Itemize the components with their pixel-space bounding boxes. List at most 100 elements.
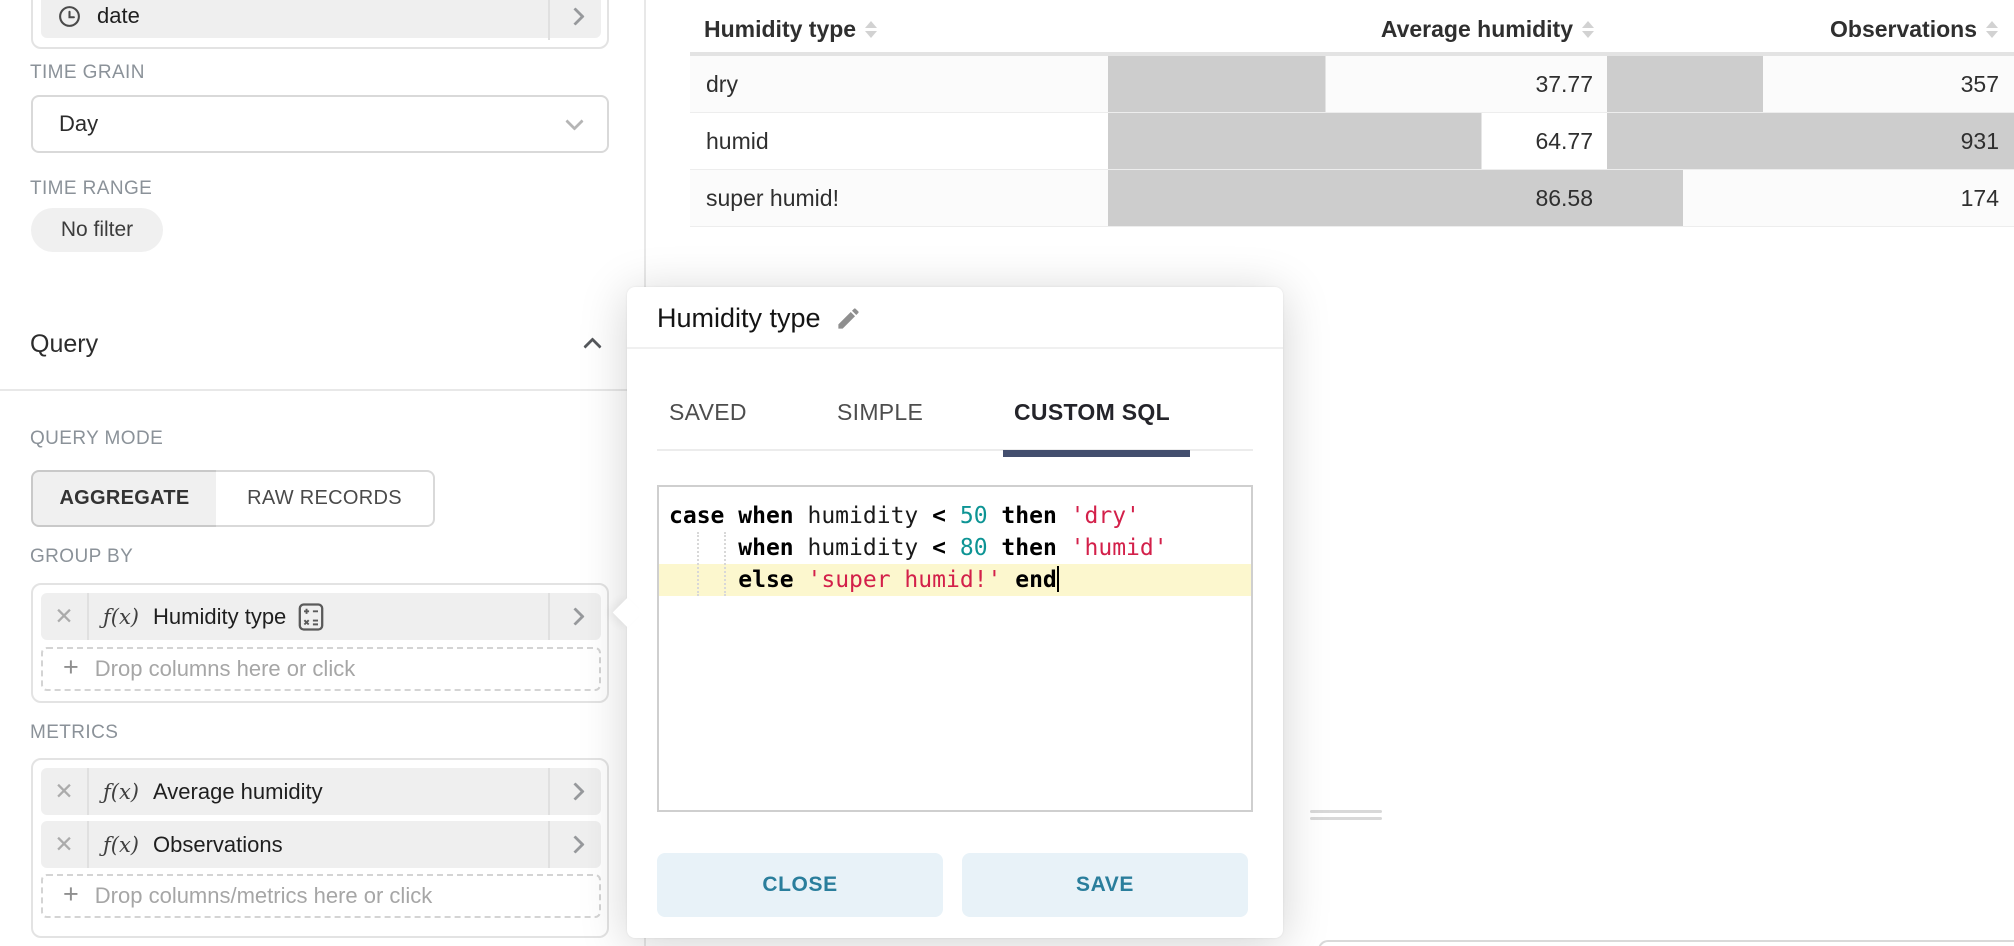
chevron-right-icon[interactable] xyxy=(550,782,601,801)
code-token xyxy=(724,503,738,529)
row-avg-humidity-cell: 64.77 xyxy=(1108,113,1607,169)
metrics-container: ✕ ƒ(x) Average humidity ✕ ƒ(x) Observati… xyxy=(31,758,609,938)
row-avg-humidity-cell: 37.77 xyxy=(1108,56,1607,112)
edit-pencil-icon[interactable] xyxy=(835,305,862,332)
time-column-card: date xyxy=(31,0,609,49)
table-header-observations[interactable]: Observations xyxy=(1607,12,1998,46)
popover-title-divider xyxy=(627,347,1283,349)
metric-item[interactable]: ✕ ƒ(x) Observations xyxy=(41,821,601,868)
code-token: < xyxy=(932,503,946,529)
code-token: when xyxy=(738,535,794,561)
popover-arrow xyxy=(612,597,643,628)
results-panel-edge xyxy=(1318,940,2014,946)
code-line: when humidity < 80 then 'humid' xyxy=(659,532,1251,564)
pill-separator xyxy=(548,0,550,40)
code-token: then xyxy=(1001,535,1057,561)
save-button[interactable]: SAVE xyxy=(962,853,1248,917)
code-token: end xyxy=(1015,567,1057,593)
metric-item[interactable]: ✕ ƒ(x) Average humidity xyxy=(41,768,601,815)
function-icon: ƒ(x) xyxy=(103,604,140,629)
collapse-section-icon[interactable] xyxy=(583,337,602,358)
code-token xyxy=(1057,503,1071,529)
row-observations-cell: 357 xyxy=(1607,56,2014,112)
sql-editor[interactable]: case when humidity < 50 then 'dry' when … xyxy=(657,485,1253,812)
chevron-right-icon[interactable] xyxy=(550,835,601,854)
table-row[interactable]: humid 64.77 931 xyxy=(690,113,2014,170)
table-row[interactable]: super humid! 86.58 174 xyxy=(690,170,2014,227)
indent-guide xyxy=(697,532,699,596)
dropzone-placeholder: Drop columns here or click xyxy=(94,656,356,681)
tabs-border xyxy=(657,449,1253,451)
code-token xyxy=(946,503,960,529)
code-line-active: else 'super humid!' end xyxy=(659,564,1251,596)
code-token: else xyxy=(738,567,794,593)
query-mode-raw-records-button[interactable]: RAW RECORDS xyxy=(216,470,435,527)
code-token: humidity xyxy=(793,535,933,561)
code-token: 50 xyxy=(959,503,988,529)
pill-separator xyxy=(87,768,89,815)
code-line: case when humidity < 50 then 'dry' xyxy=(659,500,1251,532)
table-header-average-humidity[interactable]: Average humidity xyxy=(1108,12,1594,46)
panel-grab-handle[interactable] xyxy=(1310,817,1382,820)
row-observations-cell: 931 xyxy=(1607,113,2014,169)
section-divider xyxy=(0,389,646,391)
row-category: super humid! xyxy=(706,184,839,211)
time-grain-label: TIME GRAIN xyxy=(30,62,145,83)
row-category: dry xyxy=(706,70,738,97)
group-by-item[interactable]: ✕ ƒ(x) Humidity type xyxy=(41,593,601,640)
active-tab-indicator xyxy=(1003,450,1190,457)
text-cursor xyxy=(1056,566,1059,592)
sort-icon[interactable] xyxy=(865,20,878,38)
metrics-dropzone[interactable]: + Drop columns/metrics here or click xyxy=(41,874,601,918)
code-token xyxy=(669,535,738,561)
tab-saved[interactable]: SAVED xyxy=(669,399,747,425)
time-column-label: date xyxy=(97,3,140,28)
remove-icon[interactable]: ✕ xyxy=(54,831,74,857)
function-icon: ƒ(x) xyxy=(103,832,140,857)
pill-separator xyxy=(87,821,89,868)
remove-icon[interactable]: ✕ xyxy=(54,778,74,804)
time-range-label: TIME RANGE xyxy=(30,178,153,199)
code-token: then xyxy=(1001,503,1057,529)
plus-icon: + xyxy=(63,879,79,909)
table-row[interactable]: dry 37.77 357 xyxy=(690,56,2014,113)
close-button[interactable]: CLOSE xyxy=(657,853,943,917)
panel-grab-handle[interactable] xyxy=(1310,810,1382,813)
time-grain-select[interactable]: Day xyxy=(31,95,609,153)
table-header-border xyxy=(690,52,2014,56)
metric-item-label: Average humidity xyxy=(153,778,323,804)
code-token xyxy=(794,567,808,593)
group-by-dropzone[interactable]: + Drop columns here or click xyxy=(41,647,601,691)
indent-guide xyxy=(724,532,726,596)
sort-icon[interactable] xyxy=(1986,20,1998,38)
time-column-pill[interactable]: date xyxy=(41,0,601,40)
chevron-right-icon[interactable] xyxy=(550,6,601,26)
tab-simple[interactable]: SIMPLE xyxy=(837,399,924,425)
tab-custom-sql[interactable]: CUSTOM SQL xyxy=(1014,399,1170,425)
code-token xyxy=(946,535,960,561)
chevron-down-icon xyxy=(565,112,584,133)
humidity-type-popover: Humidity type SAVED SIMPLE CUSTOM SQL ca… xyxy=(612,287,1283,938)
pill-separator xyxy=(548,768,550,815)
pill-separator xyxy=(548,821,550,868)
code-token xyxy=(1057,535,1071,561)
code-token: 80 xyxy=(959,535,988,561)
code-token: when xyxy=(738,503,794,529)
table-header-humidity-type[interactable]: Humidity type xyxy=(704,12,878,46)
code-token: humidity xyxy=(793,503,933,529)
time-range-filter-pill[interactable]: No filter xyxy=(31,208,163,252)
code-token xyxy=(669,567,738,593)
code-token xyxy=(1001,567,1015,593)
group-by-label: GROUP BY xyxy=(30,546,134,567)
row-observations-cell: 174 xyxy=(1607,170,2014,226)
code-token: case xyxy=(669,503,725,529)
query-mode-aggregate-button[interactable]: AGGREGATE xyxy=(31,470,218,527)
chevron-right-icon[interactable] xyxy=(550,607,601,626)
calculator-icon xyxy=(298,602,324,631)
sort-icon[interactable] xyxy=(1582,20,1594,38)
remove-icon[interactable]: ✕ xyxy=(54,603,74,629)
function-icon: ƒ(x) xyxy=(103,779,140,804)
code-token xyxy=(988,535,1002,561)
query-mode-label: QUERY MODE xyxy=(30,428,164,449)
time-grain-value: Day xyxy=(59,111,99,136)
